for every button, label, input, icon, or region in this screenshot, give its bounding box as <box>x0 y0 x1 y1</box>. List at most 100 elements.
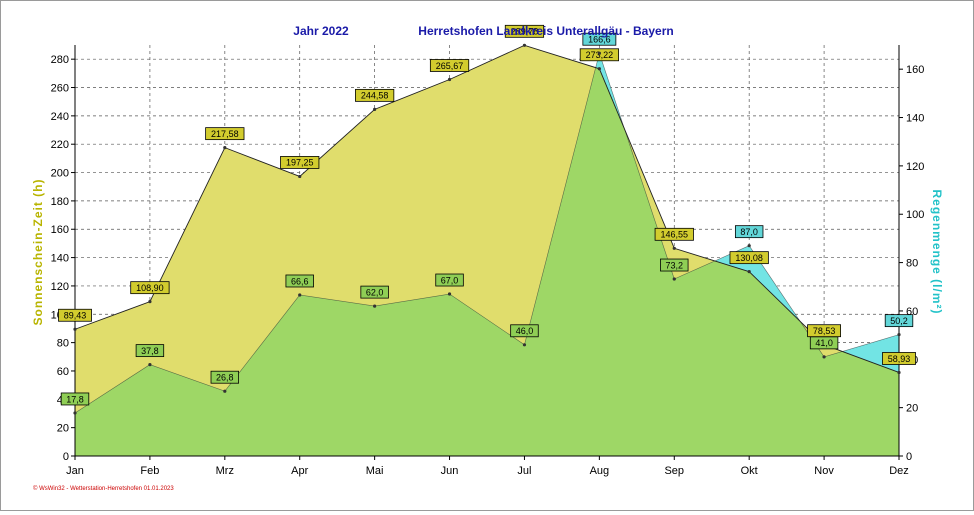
axes: 0204060801001201401601802002202402602800… <box>51 45 924 477</box>
sunshine-point <box>447 77 452 82</box>
rain-label-text: 37,8 <box>141 346 159 356</box>
rain-label: 66,6 <box>285 274 314 288</box>
sunshine-label-box <box>504 24 545 38</box>
rain-point <box>148 363 152 367</box>
sunshine-label-text: 58,93 <box>888 354 911 364</box>
sunshine-label-box <box>130 281 170 295</box>
rain-label-box <box>809 336 839 350</box>
sunshine-point <box>223 146 227 150</box>
right-tick-label: 140 <box>906 113 924 125</box>
station-title: Herretshofen Landkreis Unterallgäu - Bay… <box>418 24 673 38</box>
rain-label: 26,8 <box>210 370 240 384</box>
sunshine-label-box <box>654 227 694 241</box>
left-tick-label: 120 <box>51 281 69 293</box>
rain-label: 41,0 <box>809 336 839 350</box>
rain-point <box>747 244 751 248</box>
x-tick-label: Mrz <box>216 465 234 477</box>
left-tick-label: 280 <box>51 54 69 66</box>
rain-label: 50,2 <box>884 314 914 328</box>
sunshine-point <box>747 270 751 274</box>
sunshine-point <box>73 327 77 331</box>
left-tick-label: 200 <box>51 168 69 180</box>
right-tick-label: 20 <box>906 403 918 415</box>
left-tick-label: 220 <box>51 139 69 151</box>
x-tick-label: Dez <box>889 465 909 477</box>
sunshine-label: 89,43 <box>58 308 92 322</box>
rain-label: 73,2 <box>660 258 689 272</box>
rain-label-text: 17,8 <box>66 394 84 404</box>
rain-point <box>597 51 601 55</box>
rain-line <box>74 52 900 414</box>
rain-label-box <box>360 285 389 299</box>
left-tick-label: 80 <box>57 338 69 350</box>
sunshine-label: 265,67 <box>429 59 470 72</box>
rain-label-text: 50,2 <box>890 316 908 326</box>
rain-label-box <box>734 225 764 239</box>
sunshine-label: 197,25 <box>280 156 320 169</box>
sunshine-line <box>74 44 900 373</box>
rain-point <box>822 355 826 359</box>
rain-label-text: 41,0 <box>815 338 833 348</box>
sunshine-label-text: 197,25 <box>286 158 314 168</box>
rain-label-box <box>510 324 539 338</box>
rain-point <box>373 304 377 308</box>
sunshine-point <box>298 174 302 179</box>
sunshine-label-text: 217,58 <box>211 129 239 139</box>
right-tick-label: 120 <box>906 161 924 173</box>
x-tick-label: Sep <box>664 465 684 477</box>
rain-label: 46,0 <box>510 324 539 338</box>
rain-point <box>223 389 227 393</box>
sunshine-point <box>597 67 601 71</box>
rain-label-box <box>60 392 90 406</box>
sunshine-label-text: 289,78 <box>511 27 539 37</box>
sunshine-label-box <box>58 308 92 322</box>
sunshine-label-box <box>729 251 769 265</box>
sunshine-point <box>897 370 901 375</box>
sunshine-label-text: 146,55 <box>661 230 689 240</box>
rain-label-box <box>435 273 464 287</box>
right-tick-label: 100 <box>906 209 924 221</box>
rain-label-text: 73,2 <box>666 260 684 270</box>
left-tick-label: 60 <box>57 366 69 378</box>
rain-point <box>447 292 452 296</box>
rain-label: 166,6 <box>582 32 617 46</box>
rain-label-box <box>135 344 165 358</box>
sunshine-label-text: 108,90 <box>136 283 164 293</box>
rain-label-text: 166,6 <box>588 35 611 45</box>
right-tick-label: 80 <box>906 258 918 270</box>
sunshine-label-text: 265,67 <box>436 61 464 71</box>
sunshine-label-box <box>429 59 470 72</box>
left-axis-title: Sonnenschein-Zeit (h) <box>31 179 45 326</box>
sunshine-label-box <box>355 88 395 102</box>
x-tick-label: Nov <box>814 465 834 477</box>
left-tick-label: 260 <box>51 83 69 95</box>
sunshine-label-text: 89,43 <box>64 311 87 321</box>
sunshine-label: 244,58 <box>355 88 395 102</box>
rain-label-text: 46,0 <box>516 326 534 336</box>
sunshine-label: 130,08 <box>729 251 769 265</box>
right-tick-label: 160 <box>906 64 924 76</box>
sunshine-label: 146,55 <box>654 227 694 241</box>
x-tick-label: Feb <box>140 465 159 477</box>
rain-label: 37,8 <box>135 344 165 358</box>
rain-label-box <box>210 370 240 384</box>
rain-label-box <box>582 32 617 46</box>
rain-label-box <box>285 274 314 288</box>
sunshine-label: 108,90 <box>130 281 170 295</box>
sunshine-label: 289,78 <box>504 24 545 38</box>
x-tick-label: Jan <box>66 465 84 477</box>
sunshine-label-box <box>882 352 916 365</box>
left-tick-label: 180 <box>51 196 69 208</box>
right-tick-label: 0 <box>906 451 912 463</box>
rain-point <box>672 277 676 281</box>
x-tick-label: Jul <box>517 465 531 477</box>
rain-label-text: 87,0 <box>740 227 758 237</box>
left-tick-label: 0 <box>63 451 69 463</box>
sunshine-point <box>373 107 377 111</box>
rain-label-text: 62,0 <box>366 287 384 297</box>
sunshine-point <box>148 300 152 304</box>
year-title: Jahr 2022 <box>293 24 349 38</box>
credit-text: © WsWin32 - Wetterstation-Herretshofen 0… <box>33 485 174 492</box>
